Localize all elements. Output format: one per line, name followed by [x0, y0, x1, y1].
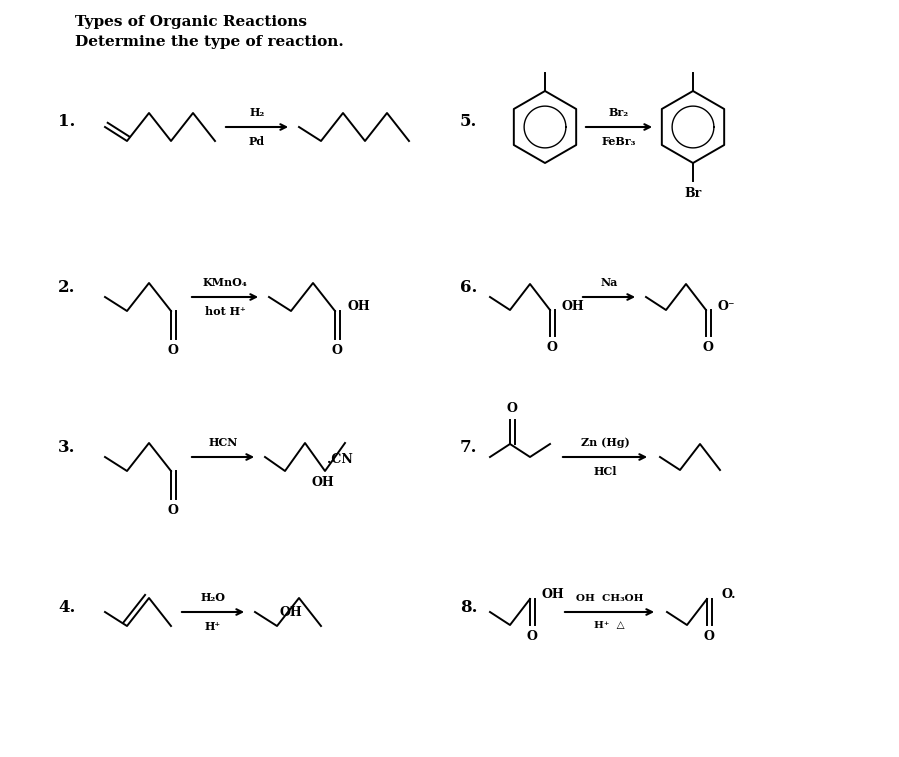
Text: OH: OH	[280, 606, 303, 619]
Text: O: O	[547, 341, 557, 354]
Text: 6.: 6.	[460, 279, 477, 295]
Text: OH: OH	[312, 476, 334, 489]
Text: Na: Na	[601, 277, 618, 288]
Text: .CN: .CN	[327, 453, 352, 466]
Text: 2.: 2.	[58, 279, 76, 295]
Text: HCN: HCN	[209, 437, 237, 448]
Text: 3.: 3.	[58, 438, 76, 456]
Text: OH: OH	[562, 300, 584, 313]
Text: O.: O.	[721, 588, 735, 602]
Text: O: O	[702, 341, 714, 354]
Text: 5.: 5.	[460, 114, 477, 130]
Text: OH  CH₃OH: OH CH₃OH	[575, 594, 644, 603]
Text: O: O	[167, 344, 178, 357]
Text: 4.: 4.	[58, 599, 76, 615]
Text: H⁺: H⁺	[205, 621, 221, 632]
Text: H₂O: H₂O	[200, 592, 226, 603]
Text: Types of Organic Reactions: Types of Organic Reactions	[75, 15, 307, 29]
Text: Br: Br	[684, 187, 701, 200]
Text: HCl: HCl	[593, 466, 617, 477]
Text: 8.: 8.	[460, 599, 477, 615]
Text: O: O	[704, 630, 715, 643]
Text: Br₂: Br₂	[609, 107, 629, 118]
Text: H⁺  △: H⁺ △	[594, 621, 625, 630]
Text: OH: OH	[347, 301, 369, 313]
Text: O: O	[527, 630, 538, 643]
Text: FeBr₃: FeBr₃	[601, 136, 636, 147]
Text: Zn (Hg): Zn (Hg)	[581, 437, 629, 448]
Text: Pd: Pd	[249, 136, 265, 147]
Text: 7.: 7.	[460, 438, 477, 456]
Text: O: O	[506, 402, 518, 415]
Text: KMnO₄: KMnO₄	[202, 277, 247, 288]
Text: 1.: 1.	[58, 114, 76, 130]
Text: O: O	[332, 344, 343, 357]
Text: O⁻: O⁻	[718, 300, 735, 313]
Text: OH: OH	[542, 588, 565, 602]
Text: O: O	[167, 504, 178, 517]
Text: hot H⁺: hot H⁺	[205, 306, 245, 317]
Text: H₂: H₂	[249, 107, 264, 118]
Text: Determine the type of reaction.: Determine the type of reaction.	[75, 35, 343, 49]
